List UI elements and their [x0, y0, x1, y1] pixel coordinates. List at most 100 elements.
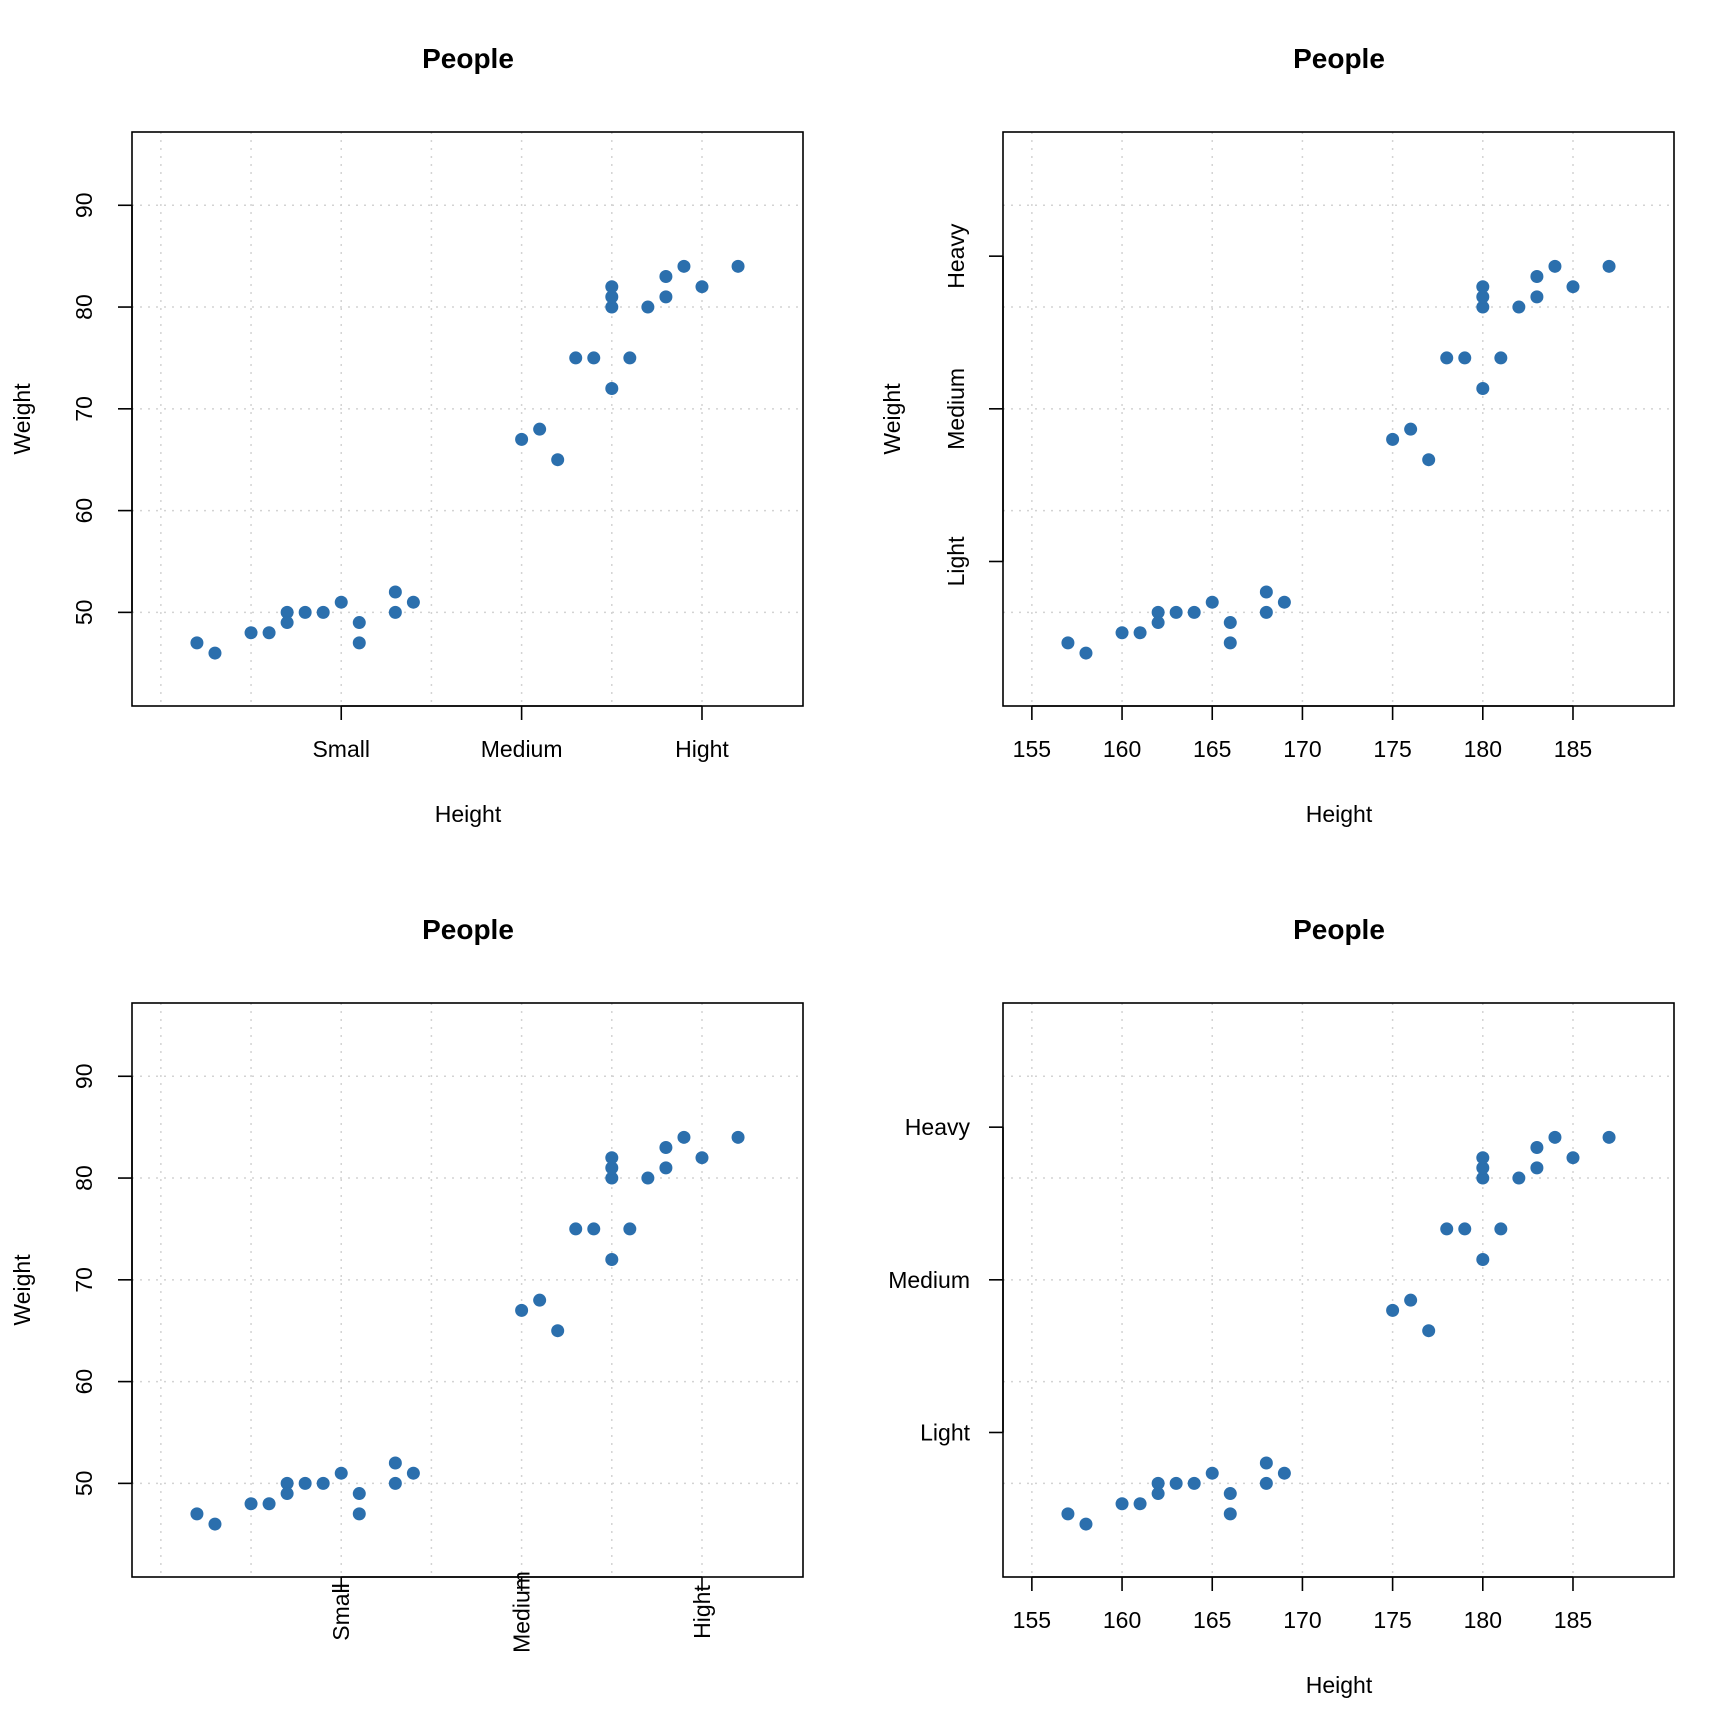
data-point [1404, 1293, 1418, 1307]
data-point [605, 300, 619, 314]
data-point [551, 1324, 565, 1338]
x-axis: Small Medium Hight [312, 705, 729, 762]
data-point [1259, 1456, 1273, 1470]
data-point [1115, 1497, 1129, 1511]
plot-frame [1002, 131, 1675, 707]
data-point [695, 280, 709, 294]
data-point [1566, 1151, 1580, 1165]
data-point [208, 1517, 222, 1531]
data-point [1151, 605, 1165, 619]
data-point [1476, 381, 1490, 395]
data-point [352, 1487, 366, 1501]
data-point [605, 1151, 619, 1165]
panel-top-left: People Height Weight Small Medium Hight 50 6… [9, 43, 804, 827]
data-point [1151, 616, 1165, 630]
y-tick-label: 70 [71, 396, 97, 422]
plot-frame [131, 1002, 804, 1578]
y-axis: 50 60 70 80 90 [71, 1063, 133, 1496]
data-point [1530, 1141, 1544, 1155]
data-point [641, 1171, 655, 1185]
data-point [1440, 1222, 1454, 1236]
y-tick-label: Light [920, 1419, 970, 1445]
y-tick-label: 80 [71, 294, 97, 320]
data-point [1512, 300, 1526, 314]
x-tick-label: 165 [1193, 736, 1231, 762]
x-tick-label: 155 [1013, 1607, 1051, 1633]
data-point [659, 290, 673, 304]
x-axis: Small Medium Hight [328, 1571, 715, 1653]
data-point [1079, 646, 1093, 660]
data-point [1422, 453, 1436, 467]
x-tick-label: Medium [481, 736, 563, 762]
data-point [334, 1466, 348, 1480]
data-point [731, 1130, 745, 1144]
data-point [1476, 1171, 1490, 1185]
data-point [515, 1303, 529, 1317]
panel-bottom-right: People Height 155 160 165 170 175 180 185 Light… [888, 914, 1675, 1698]
y-tick-label: 80 [71, 1165, 97, 1191]
data-point [1512, 1171, 1526, 1185]
data-point [388, 1456, 402, 1470]
x-tick-label: Medium [509, 1571, 535, 1653]
data-point [1061, 1507, 1075, 1521]
data-point [587, 1222, 601, 1236]
data-point [190, 1507, 204, 1521]
data-point [605, 1171, 619, 1185]
y-axis: Light Medium Heavy [888, 1114, 1004, 1445]
data-point [334, 595, 348, 609]
data-point [1566, 280, 1580, 294]
y-tick-label: Heavy [943, 223, 969, 289]
x-axis-label: Height [1306, 1672, 1373, 1698]
data-point [1259, 585, 1273, 599]
grid-lines [132, 1003, 803, 1577]
data-point [731, 259, 745, 273]
data-points [1061, 259, 1616, 660]
data-point [406, 595, 420, 609]
x-axis-label: Height [1306, 801, 1373, 827]
data-point [1548, 259, 1562, 273]
data-point [1205, 595, 1219, 609]
data-point [677, 1130, 691, 1144]
data-point [533, 422, 547, 436]
data-point [551, 453, 565, 467]
data-point [569, 1222, 583, 1236]
x-tick-label: 160 [1103, 736, 1141, 762]
y-tick-label: 60 [71, 498, 97, 524]
y-tick-label: 90 [71, 192, 97, 218]
data-point [1223, 636, 1237, 650]
data-point [659, 1141, 673, 1155]
data-point [388, 585, 402, 599]
y-axis: Light Medium Heavy [943, 223, 1004, 586]
grid-lines [1003, 132, 1674, 706]
data-point [1061, 636, 1075, 650]
y-tick-label: 70 [71, 1267, 97, 1293]
y-axis: 50 60 70 80 90 [71, 192, 133, 625]
data-point [1422, 1324, 1436, 1338]
data-point [1530, 270, 1544, 284]
y-tick-label: 60 [71, 1369, 97, 1395]
y-tick-label: Medium [943, 368, 969, 450]
x-tick-label: 185 [1554, 1607, 1592, 1633]
x-tick-label: 170 [1283, 736, 1321, 762]
data-point [569, 351, 583, 365]
x-axis: 155 160 165 170 175 180 185 [1013, 1576, 1592, 1633]
y-axis-label: Weight [9, 1254, 35, 1326]
data-point [1440, 351, 1454, 365]
x-tick-label: Hight [675, 736, 729, 762]
data-point [1277, 1466, 1291, 1480]
chart-title: People [422, 914, 514, 945]
data-point [1476, 1161, 1490, 1175]
chart-title: People [1293, 914, 1385, 945]
data-point [605, 1161, 619, 1175]
data-point [352, 1507, 366, 1521]
data-point [1476, 300, 1490, 314]
data-point [1494, 351, 1508, 365]
grid-lines [132, 132, 803, 706]
y-axis-label: Weight [9, 383, 35, 455]
data-point [659, 1161, 673, 1175]
data-point [1169, 1476, 1183, 1490]
data-point [316, 1476, 330, 1490]
x-tick-label: Hight [689, 1585, 715, 1639]
data-point [1476, 1151, 1490, 1165]
